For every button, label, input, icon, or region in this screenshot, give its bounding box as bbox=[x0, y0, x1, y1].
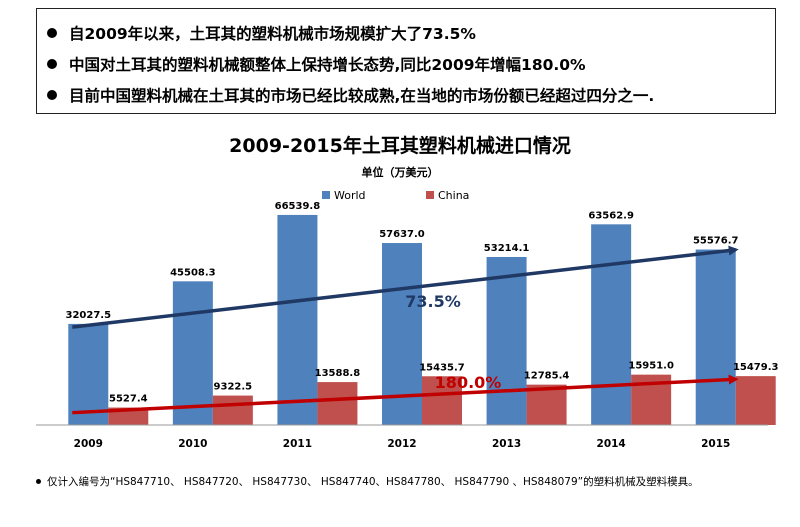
bar-china-2013 bbox=[526, 384, 567, 425]
x-tick-label: 2012 bbox=[387, 438, 416, 450]
key-findings-box: 自2009年以来，土耳其的塑料机械市场规模扩大了73.5% 中国对土耳其的塑料机… bbox=[36, 8, 776, 114]
legend-label-china: China bbox=[438, 189, 469, 202]
bar-world-2009 bbox=[68, 323, 109, 425]
growth-annotation-world: 73.5% bbox=[405, 292, 461, 311]
value-label-china: 12785.4 bbox=[524, 371, 570, 382]
trend-arrow-world bbox=[72, 245, 739, 329]
bar-china-2015 bbox=[735, 376, 776, 425]
value-label-world: 57637.0 bbox=[379, 229, 425, 240]
x-tick-label: 2010 bbox=[178, 438, 207, 450]
value-label-china: 5527.4 bbox=[109, 394, 148, 405]
growth-annotation-china: 180.0% bbox=[435, 373, 502, 392]
value-labels-group: 32027.5 45508.3 66539.8 57637.0 53214.1 63562… bbox=[66, 201, 779, 405]
x-tick-label: 2011 bbox=[283, 438, 312, 450]
bar-world-2011 bbox=[277, 214, 318, 425]
chart-title: 2009-2015年土耳其塑料机械进口情况 bbox=[229, 134, 571, 157]
value-label-world: 32027.5 bbox=[66, 310, 112, 321]
value-label-china: 15479.3 bbox=[733, 362, 779, 373]
value-label-china: 15435.7 bbox=[419, 362, 465, 373]
bullet-dot-icon bbox=[47, 58, 57, 69]
x-tick-label: 2009 bbox=[74, 438, 103, 450]
chart-legend: World China bbox=[322, 189, 469, 202]
bar-china-2011 bbox=[317, 382, 358, 425]
import-bar-chart: 2009-2015年土耳其塑料机械进口情况 单位（万美元） World China… bbox=[36, 134, 779, 450]
legend-swatch-world bbox=[322, 191, 330, 199]
value-label-china: 13588.8 bbox=[315, 368, 361, 379]
bar-world-2014 bbox=[591, 224, 632, 425]
value-label-world: 45508.3 bbox=[170, 267, 216, 278]
bullet-item: 中国对土耳其的塑料机械额整体上保持增长态势,同比2009年增幅180.0% bbox=[47, 48, 775, 79]
legend-label-world: World bbox=[334, 189, 366, 202]
x-tick-label: 2015 bbox=[701, 438, 730, 450]
footnote-text: 仅计入编号为“HS847710、 HS847720、 HS847730、 HS8… bbox=[47, 476, 699, 488]
x-tick-label: 2013 bbox=[492, 438, 521, 450]
bar-world-2010 bbox=[172, 281, 213, 425]
trend-arrows-group: 73.5% 180.0% bbox=[72, 245, 739, 415]
bullet-item: 目前中国塑料机械在土耳其的市场已经比较成熟,在当地的市场份额已经超过四分之一. bbox=[47, 79, 775, 110]
value-label-world: 66539.8 bbox=[275, 201, 321, 212]
bullet-text: 中国对土耳其的塑料机械额整体上保持增长态势,同比2009年增幅180.0% bbox=[69, 55, 586, 74]
chart-unit-label: 单位（万美元） bbox=[362, 165, 439, 179]
bullet-dot-icon bbox=[47, 27, 57, 38]
value-label-world: 53214.1 bbox=[484, 243, 530, 254]
bar-china-2012 bbox=[422, 376, 462, 425]
bar-china-2010 bbox=[212, 395, 253, 425]
x-tick-label: 2014 bbox=[597, 438, 626, 450]
bar-world-2015 bbox=[695, 249, 736, 425]
value-label-china: 9322.5 bbox=[214, 382, 253, 393]
bullet-text: 目前中国塑料机械在土耳其的市场已经比较成熟,在当地的市场份额已经超过四分之一. bbox=[69, 86, 655, 105]
bar-world-2013 bbox=[486, 256, 527, 425]
bullet-dot-icon bbox=[47, 89, 57, 100]
value-label-world: 55576.7 bbox=[693, 236, 739, 247]
legend-swatch-china bbox=[426, 191, 434, 199]
value-label-world: 63562.9 bbox=[588, 210, 634, 221]
footnote: 仅计入编号为“HS847710、 HS847720、 HS847730、 HS8… bbox=[36, 474, 699, 489]
bullet-item: 自2009年以来，土耳其的塑料机械市场规模扩大了73.5% bbox=[47, 17, 775, 48]
value-label-china: 15951.0 bbox=[628, 361, 674, 372]
x-axis: 2009 2010 2011 2012 2013 2014 2015 bbox=[36, 424, 768, 450]
bullet-text: 自2009年以来，土耳其的塑料机械市场规模扩大了73.5% bbox=[69, 24, 476, 43]
bars-group bbox=[68, 214, 776, 425]
footnote-bullet-icon bbox=[36, 479, 41, 484]
trend-arrow-china bbox=[72, 374, 739, 415]
